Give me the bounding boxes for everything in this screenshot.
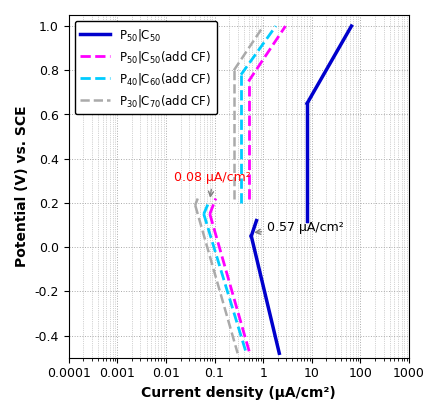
Y-axis label: Potential (V) vs. SCE: Potential (V) vs. SCE — [15, 105, 29, 267]
Legend: P$_{50}$|C$_{50}$, P$_{50}$|C$_{50}$(add CF), P$_{40}$|C$_{60}$(add CF), P$_{30}: P$_{50}$|C$_{50}$, P$_{50}$|C$_{50}$(add… — [74, 21, 217, 115]
Text: 0.08 μA/cm²: 0.08 μA/cm² — [175, 171, 251, 196]
Text: 0.57 μA/cm²: 0.57 μA/cm² — [256, 221, 344, 234]
X-axis label: Current density (μA/cm²): Current density (μA/cm²) — [142, 386, 336, 400]
